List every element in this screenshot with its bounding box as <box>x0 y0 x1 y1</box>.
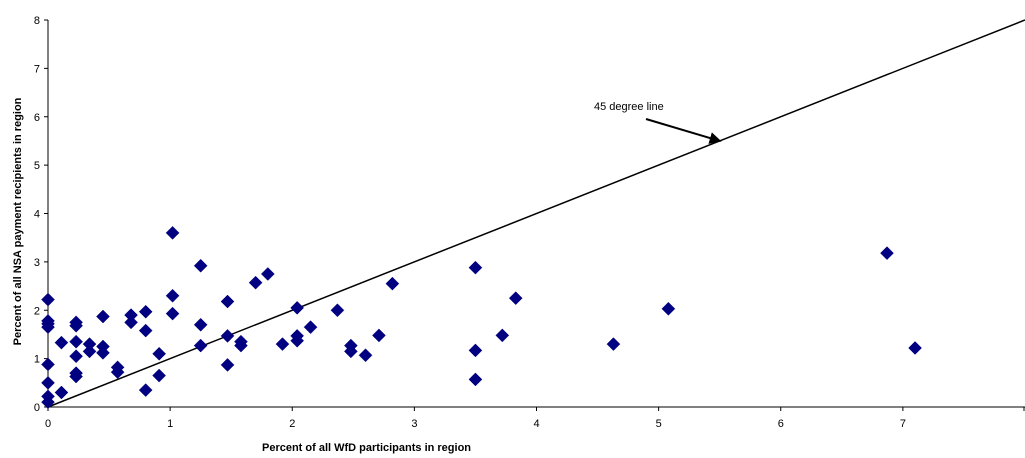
y-tick-label: 0 <box>34 402 40 414</box>
x-tick-label: 1 <box>167 418 173 430</box>
annotation-arrow <box>645 118 722 144</box>
data-point <box>290 333 304 348</box>
data-point <box>260 267 275 281</box>
y-tick-label: 8 <box>34 15 40 27</box>
data-point <box>193 258 208 273</box>
x-tick-label: 3 <box>411 418 417 430</box>
data-point <box>661 301 676 316</box>
y-tick-label: 3 <box>34 257 40 269</box>
data-point <box>220 329 235 343</box>
data-point <box>41 375 55 390</box>
x-tick-label: 4 <box>533 418 539 430</box>
data-point <box>96 309 110 324</box>
x-tick-label: 7 <box>900 418 906 430</box>
y-tick-label: 6 <box>34 112 40 124</box>
data-point <box>234 338 248 353</box>
data-point <box>303 320 318 335</box>
data-point <box>152 346 166 361</box>
data-point <box>330 303 345 318</box>
data-point <box>372 328 386 343</box>
data-point <box>152 368 166 383</box>
data-point <box>508 291 523 306</box>
data-point <box>193 338 208 353</box>
data-point <box>290 300 304 315</box>
data-point <box>275 337 290 351</box>
data-point <box>358 348 373 363</box>
data-point <box>54 335 69 350</box>
data-point <box>220 294 235 309</box>
data-point <box>344 344 358 359</box>
data-point <box>165 288 180 303</box>
data-point <box>165 306 180 321</box>
data-point <box>880 246 894 261</box>
reference-line-45-degree <box>47 19 1025 408</box>
data-point <box>124 315 138 330</box>
data-point <box>69 369 83 384</box>
data-point <box>468 372 483 387</box>
data-point <box>41 395 55 410</box>
data-point <box>220 358 235 372</box>
data-point <box>495 328 510 343</box>
data-point <box>606 337 621 351</box>
y-axis-title: Percent of all NSA payment recipients in… <box>12 97 24 345</box>
data-point <box>110 365 125 380</box>
data-point <box>908 341 922 355</box>
y-tick-label: 2 <box>34 305 40 317</box>
data-point <box>138 304 153 319</box>
data-point <box>41 357 55 372</box>
data-point <box>385 276 400 291</box>
x-tick-label: 5 <box>656 418 662 430</box>
x-axis-title: Percent of all WfD participants in regio… <box>262 442 471 454</box>
y-tick-label: 7 <box>34 63 40 75</box>
y-tick-label: 4 <box>34 209 40 221</box>
data-point <box>41 292 55 307</box>
data-point <box>41 320 55 335</box>
data-point <box>69 349 83 364</box>
annotation-label: 45 degree line <box>594 101 664 113</box>
data-point <box>69 318 83 333</box>
data-point <box>82 344 97 359</box>
x-tick-label: 0 <box>45 418 51 430</box>
data-point <box>468 343 483 358</box>
data-point <box>468 260 483 275</box>
data-point <box>138 383 153 397</box>
y-tick-label: 1 <box>34 354 40 366</box>
data-point <box>69 334 83 349</box>
data-point <box>54 385 69 400</box>
x-tick-label: 6 <box>778 418 784 430</box>
data-point <box>248 275 263 290</box>
data-point <box>138 323 153 338</box>
data-point <box>193 317 208 332</box>
x-tick-label: 2 <box>289 418 295 430</box>
data-point <box>165 225 180 240</box>
y-tick-label: 5 <box>34 160 40 172</box>
data-point <box>96 345 110 360</box>
